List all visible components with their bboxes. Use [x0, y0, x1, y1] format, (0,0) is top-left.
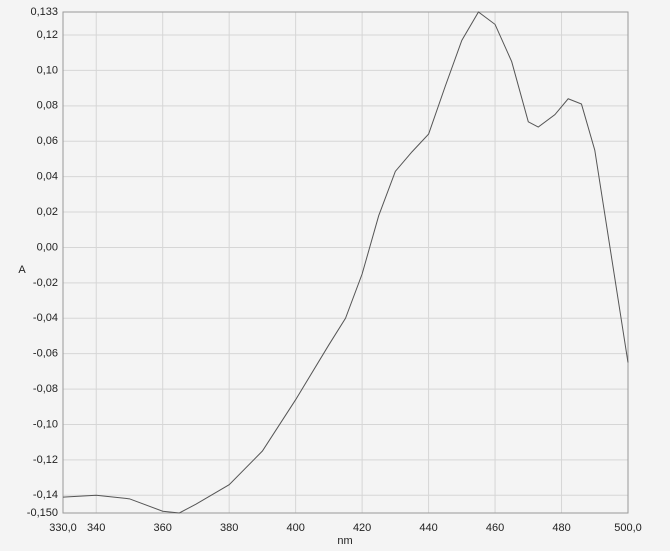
y-tick-label: 0,12 [37, 29, 58, 41]
x-tick-label: 380 [220, 522, 238, 534]
y-tick-label: 0,02 [37, 206, 58, 218]
y-tick-label: -0,14 [33, 489, 58, 501]
x-tick-label: 340 [87, 522, 105, 534]
x-tick-label: 460 [486, 522, 504, 534]
y-tick-label: 0,04 [37, 171, 58, 183]
x-tick-label: 480 [552, 522, 570, 534]
x-tick-label: 500,0 [614, 522, 642, 534]
y-tick-label: 0,00 [37, 241, 58, 253]
x-tick-label: 420 [353, 522, 371, 534]
y-axis-label: A [18, 264, 26, 276]
y-tick-label: -0,06 [33, 348, 58, 360]
y-tick-label: -0,02 [33, 277, 58, 289]
y-tick-label: 0,08 [37, 100, 58, 112]
y-tick-label: -0,150 [27, 507, 58, 519]
x-tick-label: 330,0 [49, 522, 77, 534]
y-tick-label: 0,06 [37, 135, 58, 147]
plot-frame [62, 11, 629, 514]
x-axis-label: nm [337, 535, 352, 547]
x-tick-label: 440 [419, 522, 437, 534]
x-tick-label: 400 [286, 522, 304, 534]
y-tick-label: 0,10 [37, 64, 58, 76]
x-tick-label: 360 [154, 522, 172, 534]
y-tick-label: -0,04 [33, 312, 58, 324]
y-tick-label: -0,10 [33, 418, 58, 430]
y-tick-label: -0,08 [33, 383, 58, 395]
y-tick-label: -0,12 [33, 454, 58, 466]
y-tick-label: 0,133 [30, 6, 58, 18]
spectrum-line [62, 11, 629, 514]
